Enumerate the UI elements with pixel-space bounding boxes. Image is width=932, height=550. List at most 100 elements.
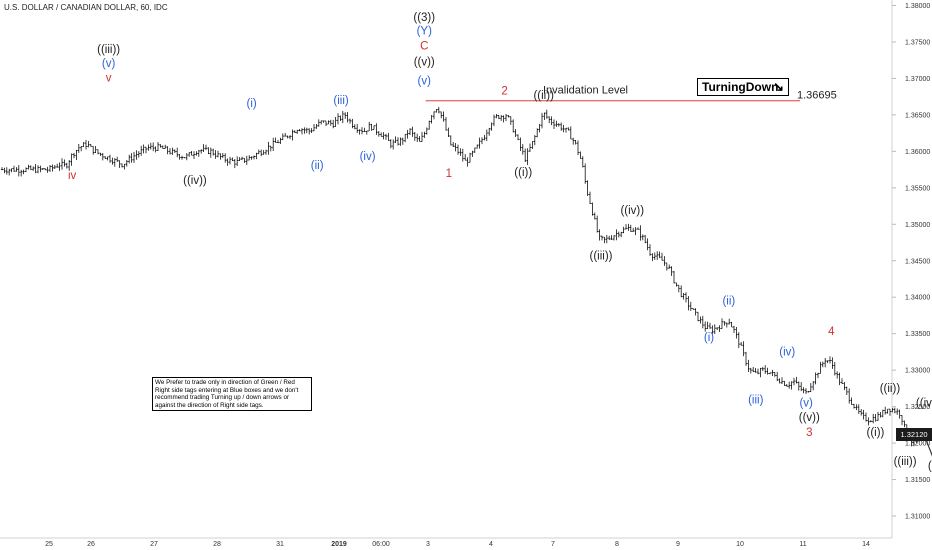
disclaimer-note: We Prefer to trade only in direction of …: [152, 377, 312, 411]
price-bar: [65, 162, 68, 169]
price-bar: [351, 118, 354, 129]
price-bar: [456, 144, 460, 155]
price-bar: [874, 414, 877, 422]
price-bar: [881, 409, 884, 418]
price-bar: [416, 133, 419, 142]
price-bar: [900, 415, 904, 426]
price-bar: [34, 163, 37, 174]
price-bar: [84, 140, 88, 150]
price-bar: [490, 122, 493, 131]
price-bar: [224, 153, 227, 163]
price-axis: 1.31000 1.31500 1.32000 1.32500 1.33000 1.335…: [892, 3, 930, 521]
price-bar: [58, 162, 61, 171]
price-bar: [5, 167, 8, 175]
price-bar: [500, 115, 503, 121]
price-bar: [533, 135, 536, 146]
price-bar: [377, 131, 380, 137]
price-bar: [411, 126, 414, 137]
price-bar: [545, 109, 548, 119]
price-bar: [70, 153, 73, 166]
wave-label: (ii): [311, 160, 324, 172]
price-bar: [39, 165, 42, 173]
price-bar: [77, 143, 80, 153]
price-bar: [288, 135, 292, 140]
price-bar: [183, 157, 186, 159]
price-bar: [332, 119, 335, 129]
wave-label: 3: [806, 427, 812, 439]
price-bar: [656, 251, 659, 261]
price-bar: [166, 146, 169, 155]
price-bar: [260, 149, 263, 157]
price-bar: [886, 408, 889, 414]
price-bar: [262, 150, 265, 155]
price-bar: [394, 136, 397, 143]
price-bar: [29, 165, 32, 170]
price-bar: [149, 142, 152, 150]
price-bar: [574, 140, 577, 145]
price-bar: [812, 381, 815, 391]
price-bar: [423, 131, 426, 138]
price-bar: [0, 167, 4, 171]
wave-label: ((v)): [414, 56, 435, 68]
price-bar: [344, 112, 347, 119]
price-bar: [63, 159, 66, 167]
price-tick-label: 1.36500: [905, 112, 930, 119]
price-bar: [356, 123, 359, 134]
price-bar: [80, 146, 83, 152]
price-bar: [588, 191, 592, 204]
price-bar: [804, 388, 808, 395]
price-bar: [572, 137, 575, 145]
price-bar: [82, 141, 85, 148]
price-bar: [692, 308, 695, 310]
time-tick-label: 10: [736, 541, 744, 548]
price-bar: [478, 137, 481, 149]
price-bar: [324, 120, 328, 126]
price-bar: [876, 411, 880, 421]
price-bar: [382, 132, 385, 140]
price-bar: [848, 388, 851, 404]
price-bar: [56, 163, 59, 168]
price-bar: [864, 412, 868, 422]
price-bar: [536, 128, 539, 138]
price-bar: [142, 144, 145, 154]
wave-label: ((iv)): [620, 205, 644, 217]
price-bar: [459, 148, 462, 156]
price-bar: [401, 137, 404, 145]
price-bar: [629, 224, 632, 232]
price-bar: [591, 202, 594, 216]
price-bar: [428, 120, 431, 130]
price-bar: [92, 145, 95, 155]
price-tick-label: 1.38000: [905, 3, 930, 10]
price-bar: [528, 143, 532, 152]
price-bar: [272, 137, 275, 151]
price-bar: [279, 137, 282, 144]
price-tick-label: 1.37500: [905, 39, 930, 46]
invalidation-value-label: 1.36695: [797, 90, 837, 102]
price-bar: [216, 150, 220, 158]
wave-label: v: [106, 72, 112, 84]
price-bar: [682, 292, 685, 300]
price-bar: [646, 238, 649, 251]
price-bar: [893, 407, 896, 414]
price-bar: [867, 417, 870, 426]
price-bar: [778, 378, 781, 384]
price-bar: [267, 141, 270, 155]
price-bar: [197, 149, 200, 157]
price-bar: [452, 141, 455, 148]
price-bar: [327, 120, 330, 125]
time-tick-label: 8: [615, 541, 619, 548]
price-bar: [713, 324, 716, 334]
price-bar: [221, 153, 224, 158]
wave-label: ((ii)): [880, 383, 901, 395]
price-bar: [178, 154, 181, 160]
price-bar: [833, 362, 836, 376]
arrow-down-right-icon: ↘: [773, 79, 784, 94]
price-bar: [171, 147, 174, 155]
price-bar: [766, 367, 769, 375]
price-bar: [418, 136, 421, 142]
price-bar: [622, 226, 625, 234]
price-bar: [300, 128, 304, 135]
price-bar: [358, 129, 361, 135]
wave-label: (ii): [722, 296, 735, 308]
